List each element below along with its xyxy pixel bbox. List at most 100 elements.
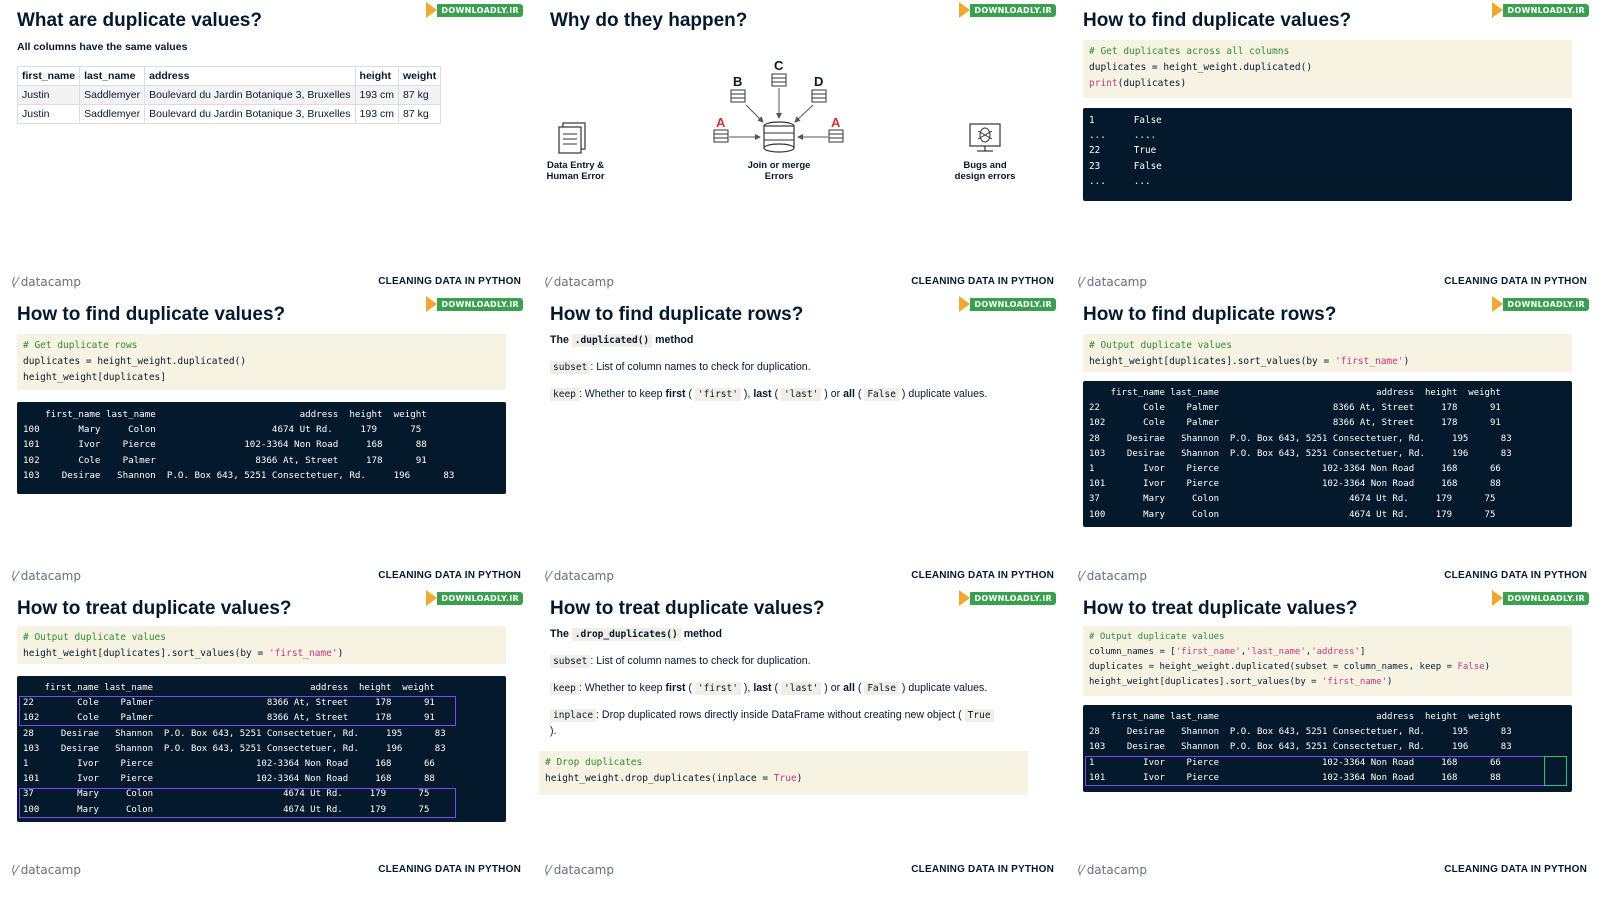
downloadly-logo: DOWNLOADLY.IR <box>426 590 523 606</box>
slide-title: What are duplicate values? <box>17 10 262 31</box>
label-d: D <box>814 74 824 89</box>
slide-title: How to find duplicate values? <box>17 304 286 325</box>
slide-footer: ⟨⁄ datacamp CLEANING DATA IN PYTHON <box>533 860 1066 880</box>
col-header: height <box>354 66 399 86</box>
slide-footer: ⟨⁄ datacamp CLEANING DATA IN PYTHON <box>1066 566 1599 586</box>
table-cell: Justin <box>16 85 81 105</box>
code-block: # Output duplicate values column_names =… <box>1083 626 1572 696</box>
course-name: CLEANING DATA IN PYTHON <box>911 864 1054 875</box>
code-block: # Output duplicate values height_weight[… <box>1083 334 1572 372</box>
col-header: address <box>144 66 356 86</box>
label-a-right: A <box>831 115 841 130</box>
slide-what-are-duplicates: What are duplicate values? DOWNLOADLY.IR… <box>0 0 533 300</box>
slide-treat-duplicates-1: How to treat duplicate values? DOWNLOADL… <box>0 588 533 888</box>
course-name: CLEANING DATA IN PYTHON <box>378 864 521 875</box>
highlight-box-mary <box>19 788 456 818</box>
highlight-box-weight <box>1544 756 1567 786</box>
slide-treat-duplicates-2: How to treat duplicate values? DOWNLOADL… <box>533 588 1066 888</box>
slide-footer: ⟨⁄ datacamp CLEANING DATA IN PYTHON <box>0 860 533 880</box>
table-icon-b <box>730 89 746 103</box>
downloadly-logo: DOWNLOADLY.IR <box>1492 296 1589 312</box>
datacamp-logo: ⟨⁄ datacamp <box>1077 275 1147 289</box>
output-block: first_name last_name address height weig… <box>1083 705 1572 792</box>
table-row: Justin Saddlemyer Boulevard du Jardin Bo… <box>16 104 442 124</box>
slide-footer: ⟨⁄ datacamp CLEANING DATA IN PYTHON <box>0 566 533 586</box>
datacamp-logo: ⟨⁄ datacamp <box>544 863 614 877</box>
col-header: weight <box>397 66 442 86</box>
course-name: CLEANING DATA IN PYTHON <box>1444 570 1587 581</box>
keep-description: keep: Whether to keep first ( 'first' ),… <box>550 388 987 401</box>
join-merge-label: Join or merge Errors <box>747 160 811 182</box>
slide-find-duplicate-rows-2: How to find duplicate rows? DOWNLOADLY.I… <box>1066 294 1599 594</box>
datacamp-logo: ⟨⁄ datacamp <box>11 569 81 583</box>
data-entry-label: Data Entry & Human Error <box>546 160 605 182</box>
highlight-box-ivor <box>1085 756 1567 786</box>
course-name: CLEANING DATA IN PYTHON <box>911 276 1054 287</box>
slide-footer: ⟨⁄ datacamp CLEANING DATA IN PYTHON <box>533 272 1066 292</box>
code-block: # Get duplicates across all columns dupl… <box>1083 40 1572 98</box>
downloadly-logo: DOWNLOADLY.IR <box>1492 2 1589 18</box>
code-block: # Output duplicate values height_weight[… <box>17 626 506 664</box>
keep-description: keep: Whether to keep first ( 'first' ),… <box>550 682 987 695</box>
label-b: B <box>733 74 743 89</box>
duplicates-diagram <box>558 73 1001 154</box>
course-name: CLEANING DATA IN PYTHON <box>378 276 521 287</box>
table-cell: 87 kg <box>397 104 442 124</box>
course-name: CLEANING DATA IN PYTHON <box>378 570 521 581</box>
subset-description: subset: List of column names to check fo… <box>550 655 811 668</box>
col-header: last_name <box>79 66 146 86</box>
duplicate-table: first_name last_name address height weig… <box>16 66 442 124</box>
slide-find-duplicates-2: How to find duplicate values? DOWNLOADLY… <box>0 294 533 594</box>
datacamp-logo: ⟨⁄ datacamp <box>544 569 614 583</box>
table-icon-d <box>811 89 827 103</box>
output-block: first_name last_name address height weig… <box>17 402 506 494</box>
table-cell: Saddlemyer <box>79 85 146 105</box>
code-block: # Drop duplicates height_weight.drop_dup… <box>539 751 1028 795</box>
database-icon <box>763 121 795 153</box>
slide-treat-duplicates-3: How to treat duplicate values? DOWNLOADL… <box>1066 588 1599 888</box>
inplace-description: inplace: Drop duplicated rows directly i… <box>550 709 994 722</box>
downloadly-logo: DOWNLOADLY.IR <box>426 2 523 18</box>
table-cell: Justin <box>16 104 81 124</box>
downloadly-logo: DOWNLOADLY.IR <box>959 296 1056 312</box>
datacamp-logo: ⟨⁄ datacamp <box>1077 863 1147 877</box>
downloadly-logo: DOWNLOADLY.IR <box>1492 590 1589 606</box>
slide-find-duplicates-1: How to find duplicate values? DOWNLOADLY… <box>1066 0 1599 300</box>
slide-find-duplicate-rows-1: How to find duplicate rows? DOWNLOADLY.I… <box>533 294 1066 594</box>
datacamp-logo: ⟨⁄ datacamp <box>544 275 614 289</box>
table-cell: 193 cm <box>354 104 399 124</box>
output-block: 1 False ... .... 22 True 23 False ... ..… <box>1083 108 1572 201</box>
table-icon-a-right <box>828 129 844 143</box>
slide-title: How to treat duplicate values? <box>550 598 825 619</box>
downloadly-logo: DOWNLOADLY.IR <box>959 2 1056 18</box>
slide-title: How to treat duplicate values? <box>17 598 292 619</box>
datacamp-logo: ⟨⁄ datacamp <box>1077 569 1147 583</box>
method-heading: The .drop_duplicates() method <box>550 628 722 641</box>
inplace-description-end: ). <box>550 725 557 737</box>
col-header: first_name <box>16 66 81 86</box>
table-cell: Boulevard du Jardin Botanique 3, Bruxell… <box>144 85 356 105</box>
course-name: CLEANING DATA IN PYTHON <box>911 570 1054 581</box>
document-icon <box>558 122 586 154</box>
table-icon-a-left <box>713 129 729 143</box>
slide-footer: ⟨⁄ datacamp CLEANING DATA IN PYTHON <box>533 566 1066 586</box>
bugs-label: Bugs and design errors <box>954 160 1016 182</box>
slide-title: How to find duplicate rows? <box>550 304 804 325</box>
datacamp-logo: ⟨⁄ datacamp <box>11 275 81 289</box>
slide-title: How to find duplicate values? <box>1083 10 1352 31</box>
slide-footer: ⟨⁄ datacamp CLEANING DATA IN PYTHON <box>1066 272 1599 292</box>
bug-monitor-icon <box>969 123 1001 152</box>
downloadly-logo: DOWNLOADLY.IR <box>426 296 523 312</box>
slide-title: How to find duplicate rows? <box>1083 304 1337 325</box>
course-name: CLEANING DATA IN PYTHON <box>1444 276 1587 287</box>
table-cell: Saddlemyer <box>79 104 146 124</box>
slide-footer: ⟨⁄ datacamp CLEANING DATA IN PYTHON <box>0 272 533 292</box>
table-cell: 193 cm <box>354 85 399 105</box>
slide-why-duplicates: Why do they happen? DOWNLOADLY.IR <box>533 0 1066 300</box>
table-row: Justin Saddlemyer Boulevard du Jardin Bo… <box>16 85 442 105</box>
label-c: C <box>774 58 784 73</box>
table-icon-c <box>771 73 787 87</box>
slide-subtitle: All columns have the same values <box>17 41 188 53</box>
code-block: # Get duplicate rows duplicates = height… <box>17 334 506 390</box>
table-cell: Boulevard du Jardin Botanique 3, Bruxell… <box>144 104 356 124</box>
